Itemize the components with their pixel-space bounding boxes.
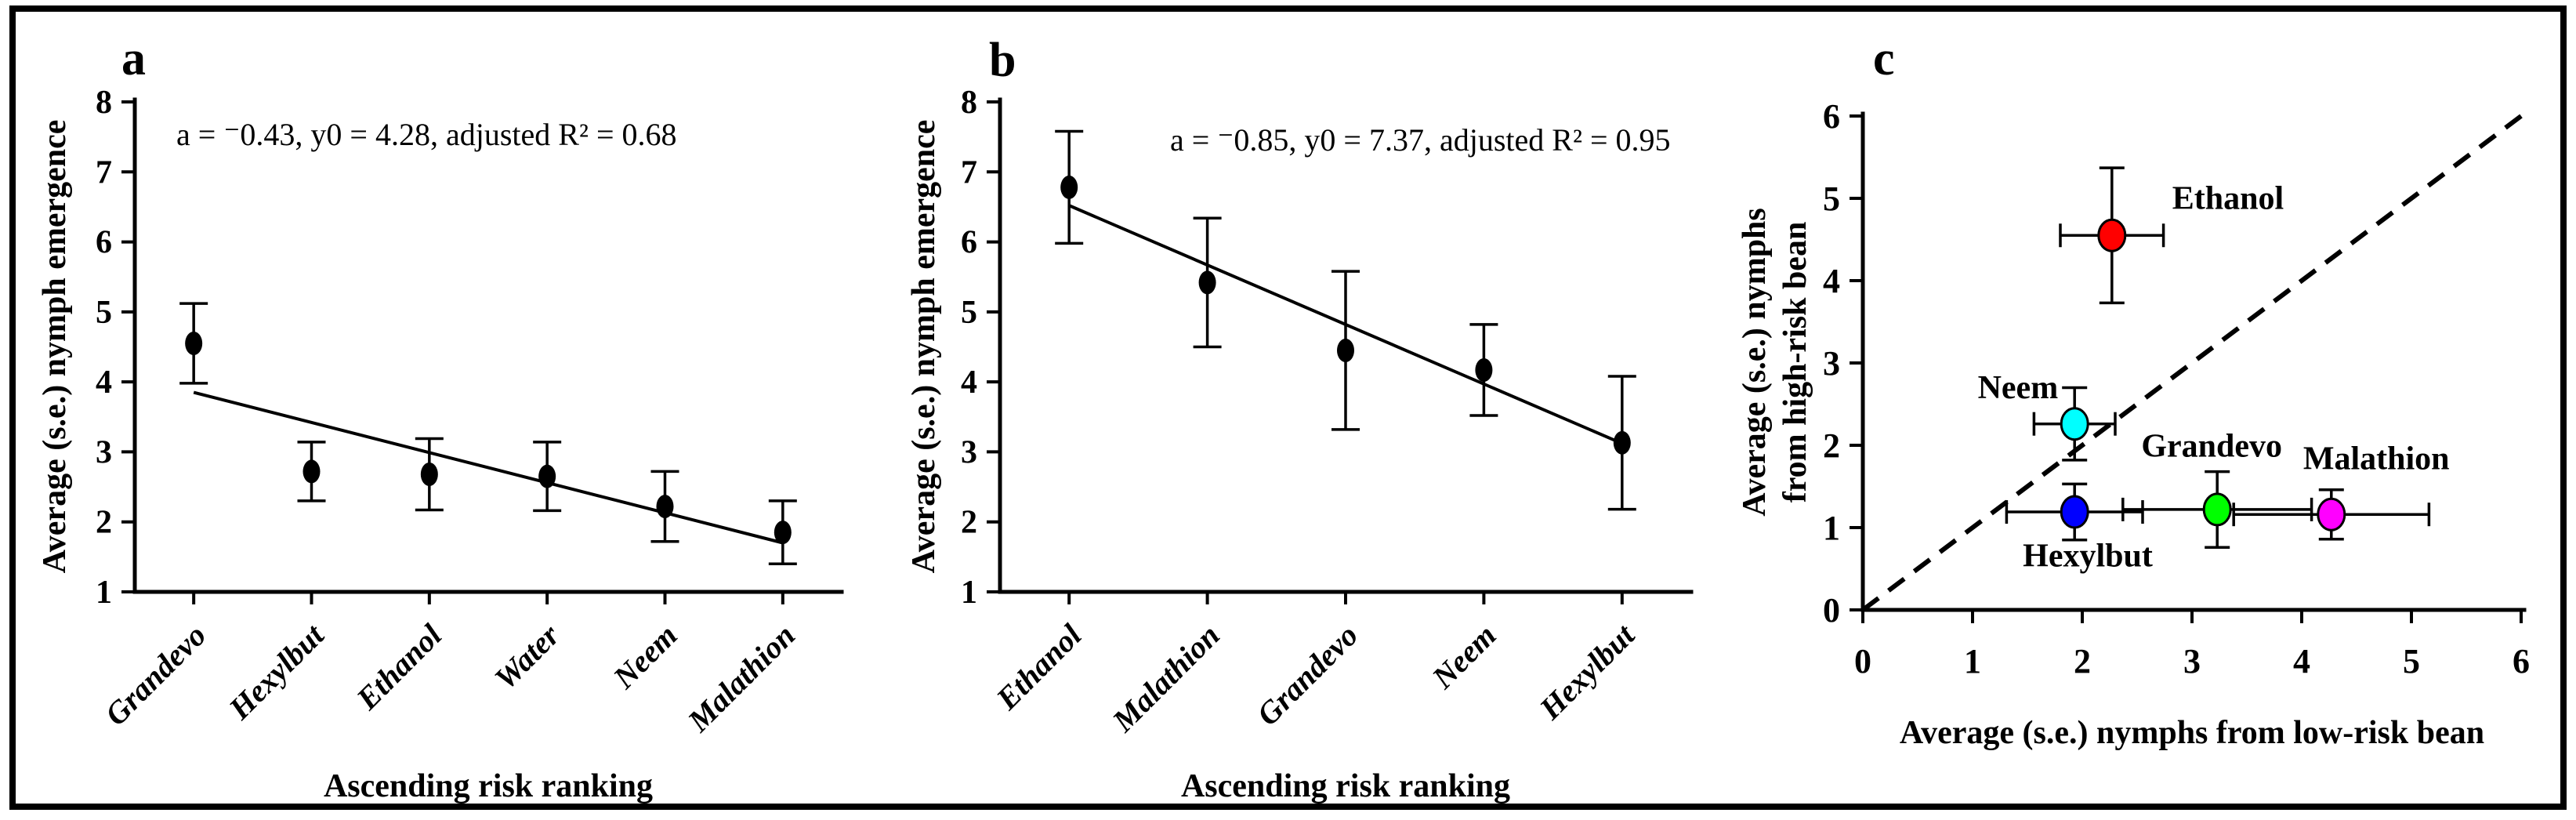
y-tick-label: 0 xyxy=(1823,591,1840,630)
data-point-label: Ethanol xyxy=(2172,181,2284,217)
panel-a-y-axis-title: Average (s.e.) nymph emergence xyxy=(37,120,73,574)
data-point-marker xyxy=(774,521,792,545)
y-tick-label: 8 xyxy=(961,85,977,121)
panel-a-x-axis-title: Ascending risk ranking xyxy=(324,768,653,804)
category-label: Ethanol xyxy=(989,617,1089,717)
category-label: Grandevo xyxy=(1250,618,1365,733)
x-tick-label: 4 xyxy=(2293,642,2310,680)
data-point-marker xyxy=(2060,407,2089,441)
y-tick-label: 5 xyxy=(96,295,112,331)
data-point-label: Neem xyxy=(1978,370,2059,406)
y-tick-label: 3 xyxy=(1823,344,1840,383)
category-label: Neem xyxy=(1425,618,1503,696)
data-point-marker xyxy=(656,495,674,519)
panel-c-y-axis-title-line1: Average (s.e.) nymphs xyxy=(1737,208,1773,517)
data-point-marker xyxy=(2202,492,2232,527)
y-tick-label: 5 xyxy=(1823,180,1840,218)
data-point-marker xyxy=(1198,270,1216,295)
y-tick-label: 3 xyxy=(96,434,112,470)
data-point-marker xyxy=(1337,338,1354,362)
data-point-marker xyxy=(1613,430,1631,455)
data-point-marker xyxy=(2097,218,2127,252)
data-point-marker xyxy=(420,463,438,486)
category-label: Malathion xyxy=(680,618,802,739)
category-label: Neem xyxy=(606,618,684,696)
category-label: Malathion xyxy=(1105,618,1226,739)
category-label: Grandevo xyxy=(98,618,213,733)
data-point-marker xyxy=(1475,357,1493,382)
y-tick-label: 4 xyxy=(1823,262,1840,300)
x-tick-label: 1 xyxy=(1964,642,1981,680)
category-label: Ethanol xyxy=(349,617,448,717)
x-tick-label: 0 xyxy=(1854,642,1871,680)
panel-c-y-axis-title-line2: from high-risk bean xyxy=(1777,222,1813,503)
panel-a-letter: a xyxy=(121,32,146,85)
data-point-marker xyxy=(2317,497,2346,532)
y-tick-label: 6 xyxy=(961,225,977,261)
panel-b-plot: 1 2 3 4 5 6 7 8 Ethanol Malathion Grandevo Neem Hexy… xyxy=(961,85,1694,739)
x-tick-label: 5 xyxy=(2403,642,2420,680)
x-tick-label: 6 xyxy=(2513,642,2530,680)
x-tick-label: 3 xyxy=(2183,642,2201,680)
data-point-marker xyxy=(538,464,556,488)
y-tick-label: 4 xyxy=(96,365,112,401)
y-tick-label: 4 xyxy=(961,365,977,401)
y-tick-label: 5 xyxy=(961,295,977,331)
panel-a-plot: 1 2 3 4 5 6 7 8 Grandevo Hexylbut Ethanol Water Neem… xyxy=(96,85,844,739)
y-tick-label: 1 xyxy=(1823,509,1840,547)
data-point-marker xyxy=(2060,495,2089,529)
y-tick-label: 2 xyxy=(961,505,977,541)
data-point-marker xyxy=(303,459,321,484)
identity-line xyxy=(1861,114,2523,612)
y-tick-label: 7 xyxy=(961,154,977,190)
y-tick-label: 6 xyxy=(96,225,112,261)
category-label: Water xyxy=(487,617,567,696)
y-tick-label: 1 xyxy=(961,575,977,611)
y-tick-label: 7 xyxy=(96,154,112,190)
data-point-marker xyxy=(1060,175,1078,199)
figure-border xyxy=(9,5,2567,810)
panel-b-y-axis-title: Average (s.e.) nymph emergence xyxy=(906,120,942,574)
panel-a-annotation: a = ⁻0.43, y0 = 4.28, adjusted R² = 0.68 xyxy=(176,117,677,152)
data-point-label: Hexylbut xyxy=(2023,538,2153,574)
y-tick-label: 2 xyxy=(1823,426,1840,465)
y-tick-label: 3 xyxy=(961,434,977,470)
y-tick-label: 6 xyxy=(1823,97,1840,136)
category-label: Hexylbut xyxy=(221,616,332,727)
panel-c-letter: c xyxy=(1873,32,1895,85)
panel-c-x-axis-title: Average (s.e.) nymphs from low-risk bean xyxy=(1900,715,2484,751)
panel-c-plot: 0 1 2 3 4 5 6 0 1 2 3 4 5 6 Ethanol Neem Hexylbut Grandev… xyxy=(1823,97,2530,680)
panel-b-letter: b xyxy=(989,34,1016,87)
data-point-marker xyxy=(185,332,203,356)
x-tick-label: 2 xyxy=(2074,642,2091,680)
regression-line xyxy=(193,390,784,545)
data-point-label: Malathion xyxy=(2303,441,2450,477)
panel-b-x-axis-title: Ascending risk ranking xyxy=(1181,768,1510,804)
y-tick-label: 1 xyxy=(96,575,112,611)
data-point-label: Grandevo xyxy=(2141,429,2282,465)
panel-b-annotation: a = ⁻0.85, y0 = 7.37, adjusted R² = 0.95 xyxy=(1170,122,1671,158)
category-label: Hexylbut xyxy=(1532,616,1643,727)
y-tick-label: 8 xyxy=(96,85,112,121)
y-tick-label: 2 xyxy=(96,505,112,541)
